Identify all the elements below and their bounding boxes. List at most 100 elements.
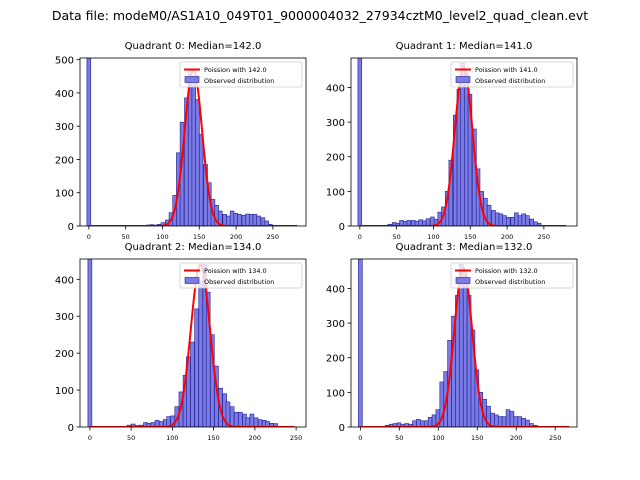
x-tick-label: 100 (427, 233, 439, 241)
y-tick-label: 400 (55, 275, 74, 286)
legend-box (450, 61, 574, 88)
y-tick-label: 0 (68, 222, 74, 233)
histogram-bar-spike (86, 58, 92, 226)
y-tick-label: 400 (55, 89, 74, 100)
histogram-bar (425, 218, 431, 226)
x-tick-label: 0 (358, 434, 362, 442)
histogram-bar (238, 411, 243, 427)
histogram-bar (233, 213, 238, 226)
x-tick-label: 150 (464, 233, 476, 241)
histogram-bar (256, 215, 261, 226)
y-tick-label: 200 (55, 155, 74, 166)
x-tick-label: 250 (538, 233, 550, 241)
y-tick-label: 0 (68, 423, 74, 434)
histogram-bar (498, 213, 504, 226)
y-tick-label: 100 (55, 189, 74, 200)
y-tick-label: 300 (326, 319, 345, 330)
histogram-bar (249, 413, 255, 427)
histogram-bar-spike (357, 58, 363, 226)
histogram-bar (222, 214, 227, 226)
histogram-bar (510, 217, 515, 226)
histogram-bar (233, 411, 239, 427)
histogram-bar (252, 214, 258, 226)
subplot-quadrant-1: Quadrant 1: Median=141.0 0 50 100 150 200 250 0… (326, 41, 578, 241)
x-tick-label: 200 (230, 233, 242, 241)
histogram-bar (525, 419, 530, 427)
histogram-bar (406, 220, 412, 226)
x-tick-label: 50 (127, 434, 135, 442)
histogram-bar (462, 274, 468, 427)
subplot-quadrant-0: Quadrant 0: Median=142.0 0 50 100 150 200 250 0… (55, 41, 307, 241)
legend-label-poisson: Poission with 132.0 (475, 267, 538, 275)
subplot-title: Quadrant 1: Median=141.0 (396, 41, 533, 52)
histogram-bar (245, 417, 251, 427)
histogram-bar (494, 414, 499, 427)
histogram-bar-spike (358, 259, 363, 427)
histogram-bar (198, 134, 204, 226)
histogram-bar (229, 406, 235, 427)
y-tick-label: 100 (55, 386, 74, 397)
legend-label-observed: Observed distribution (204, 77, 274, 85)
axes-frame (350, 258, 578, 428)
y-tick-label: 100 (326, 187, 345, 198)
subplot-title: Quadrant 2: Median=134.0 (125, 242, 262, 253)
histogram-bar (509, 411, 515, 427)
histogram-bar (491, 210, 496, 226)
histogram-bar (194, 308, 199, 427)
y-tick-label: 100 (326, 388, 345, 399)
histogram-bar (260, 217, 266, 226)
legend-box (179, 262, 303, 289)
legend-bar-swatch (455, 76, 471, 83)
histogram-bar (245, 213, 250, 226)
x-tick-label: 200 (510, 434, 522, 442)
plot-area (86, 58, 298, 226)
histogram-bar-spike (87, 259, 93, 427)
y-tick-label: 200 (326, 153, 345, 164)
histogram-bar (505, 409, 511, 427)
legend-bar-swatch (455, 277, 471, 284)
histogram-bar (525, 215, 530, 226)
axes-frame (79, 57, 307, 227)
x-tick-label: 50 (393, 233, 401, 241)
histogram-bar (517, 215, 523, 226)
legend-label-poisson: Poission with 141.0 (475, 66, 538, 74)
y-tick-label: 200 (55, 349, 74, 360)
legend: Poission with 134.0 Observed distribution (179, 262, 303, 289)
histogram-bar (497, 416, 503, 427)
legend-box (450, 262, 574, 289)
x-tick-label: 50 (122, 233, 130, 241)
legend-label-poisson: Poission with 134.0 (204, 267, 267, 275)
histogram-bar (501, 416, 507, 427)
legend-bar-swatch (184, 76, 200, 83)
histogram-bar (237, 214, 242, 226)
legend: Poission with 132.0 Observed distribution (450, 262, 574, 289)
legend-label-observed: Observed distribution (475, 77, 545, 85)
histogram-bar (514, 212, 519, 226)
legend-label-observed: Observed distribution (475, 278, 545, 286)
poisson-curve (89, 263, 295, 427)
x-tick-label: 200 (501, 233, 513, 241)
histogram-bar (416, 419, 421, 427)
subplot-title: Quadrant 3: Median=132.0 (396, 242, 533, 253)
x-tick-label: 100 (432, 434, 444, 442)
axes-frame (79, 258, 307, 428)
histogram-bar (191, 79, 197, 226)
histogram-bar (264, 220, 269, 226)
y-tick-label: 300 (326, 118, 345, 129)
histogram-bar (226, 215, 231, 226)
axes-frame (350, 57, 578, 227)
y-tick-label: 400 (326, 83, 345, 94)
y-tick-label: 200 (326, 354, 345, 365)
legend-box (179, 61, 303, 88)
x-tick-label: 100 (156, 233, 168, 241)
histogram-bar (506, 217, 511, 226)
histogram-bar (494, 212, 500, 226)
histogram-bar (427, 417, 433, 427)
x-tick-label: 200 (249, 434, 261, 442)
x-tick-label: 250 (549, 434, 561, 442)
y-tick-label: 300 (55, 122, 74, 133)
figure-suptitle: Data file: modeM0/AS1A10_049T01_90000040… (52, 8, 588, 23)
histogram-bar (529, 218, 535, 226)
x-tick-label: 150 (193, 233, 205, 241)
